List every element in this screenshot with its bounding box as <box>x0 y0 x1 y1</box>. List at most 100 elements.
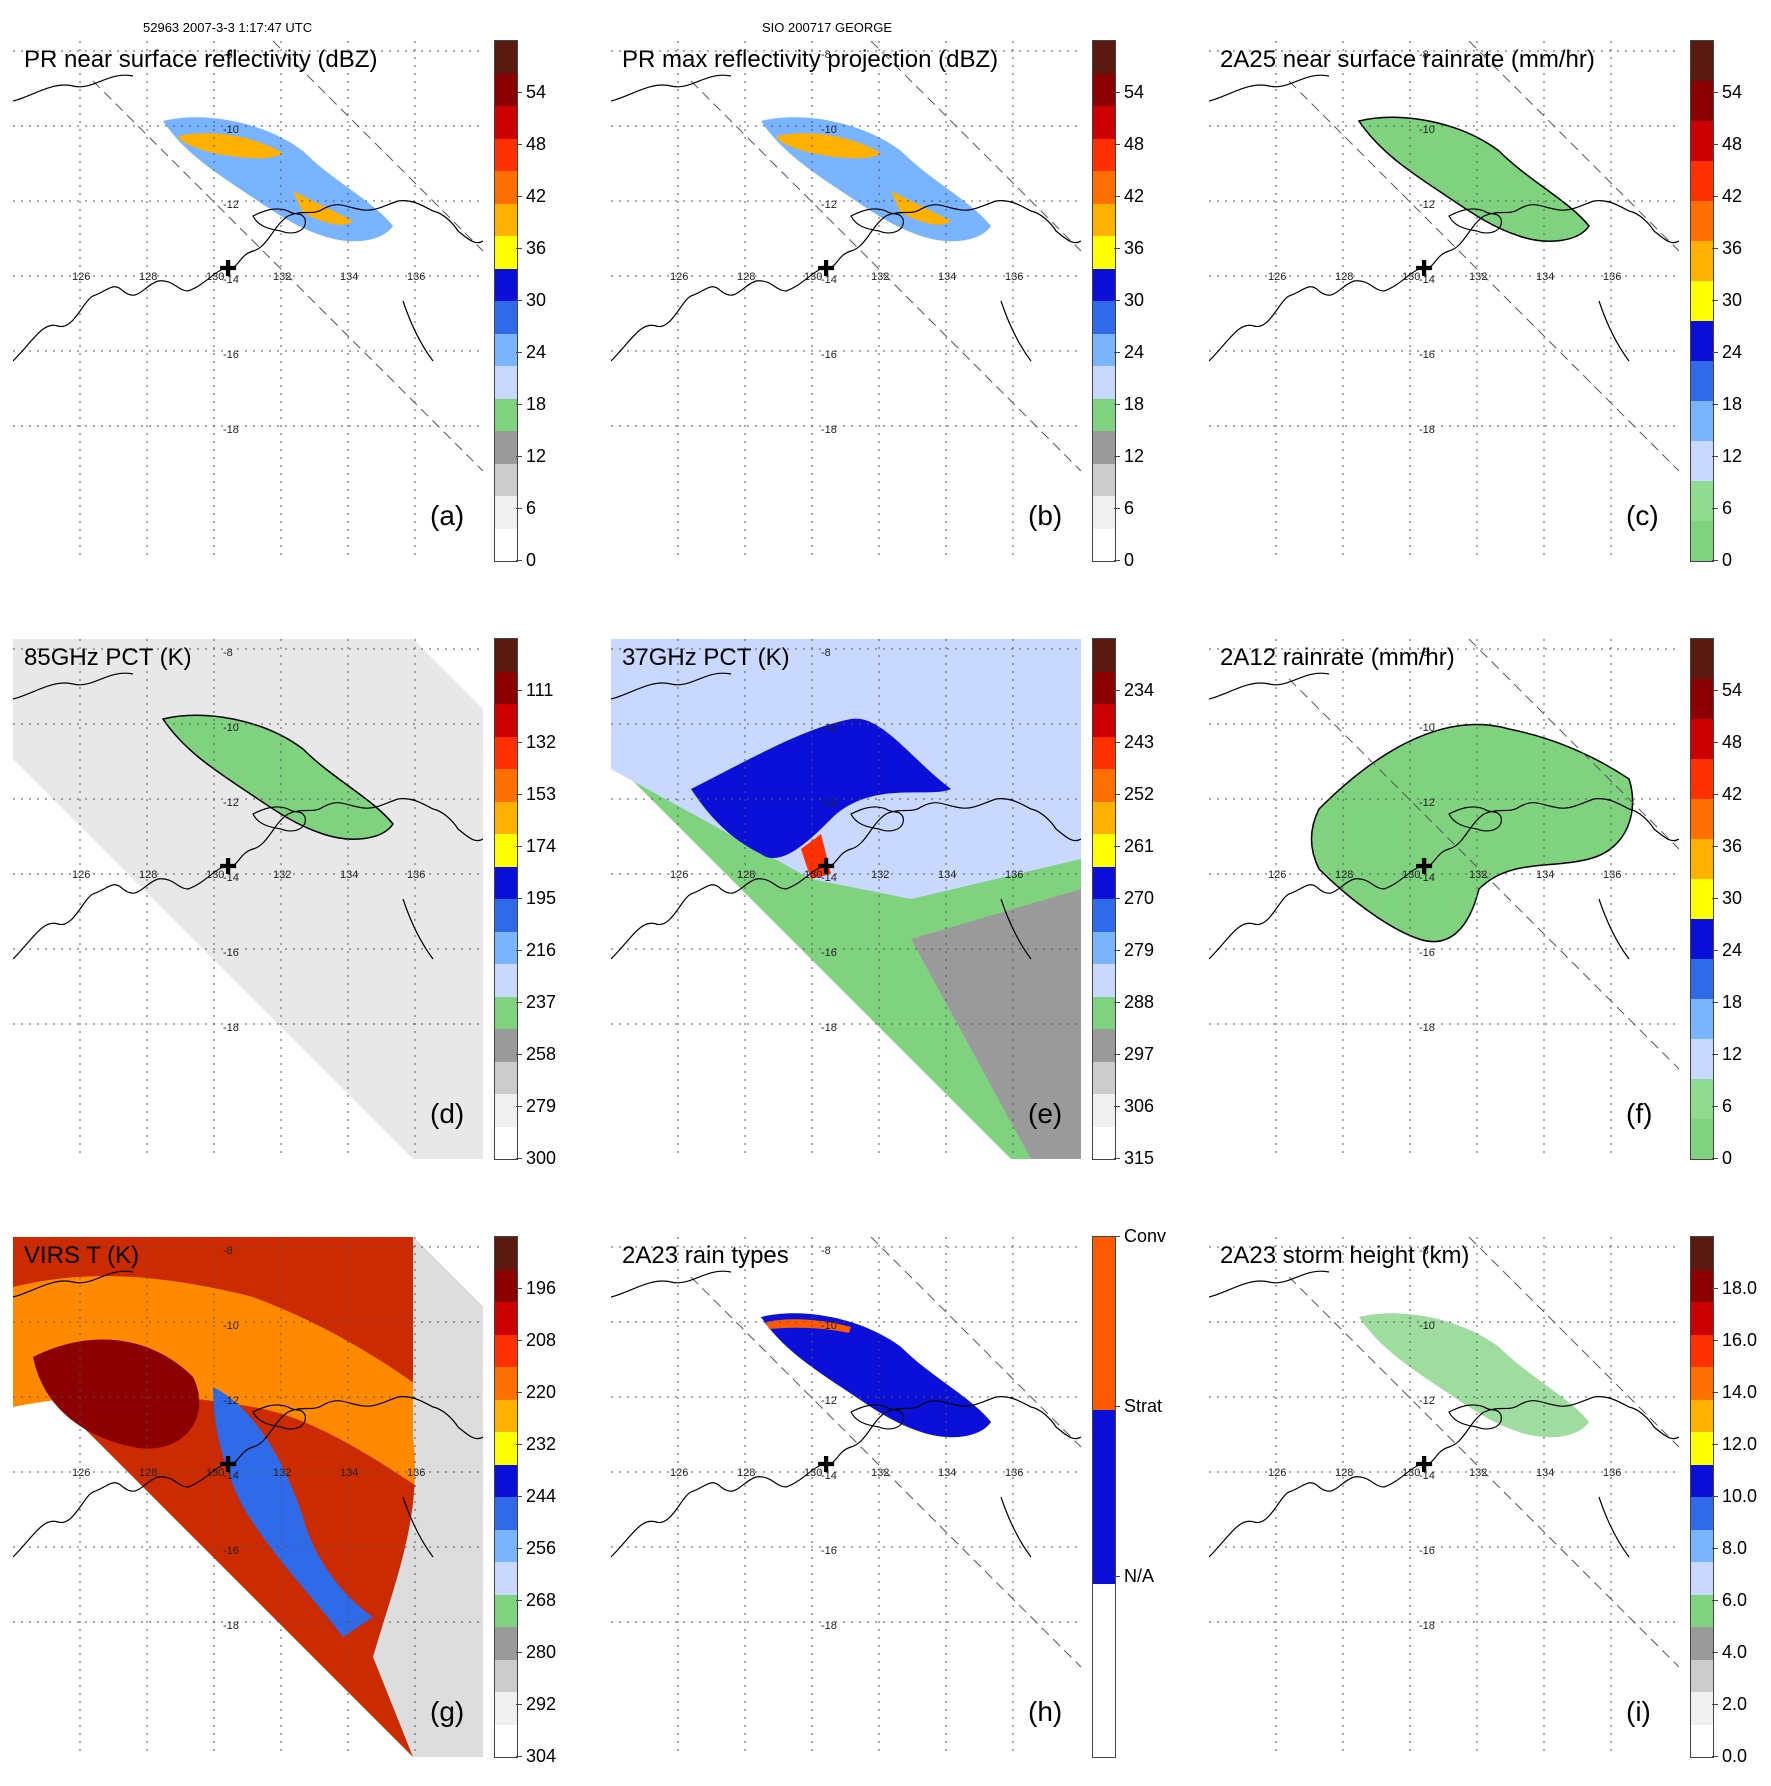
longitude-label: 132 <box>871 1467 890 1479</box>
panel-b: ✚ 126 128 130 132 134 136 -8 -10 -12 -14 -16 -18 PR m… <box>598 0 1198 590</box>
colorbar-tick-label: 12 <box>526 446 547 466</box>
colorbar-tick-label: 48 <box>1722 732 1743 752</box>
colorbar-tick <box>1114 950 1120 951</box>
panel-label: (g) <box>430 1696 465 1727</box>
longitude-label: 136 <box>407 869 426 881</box>
coastline <box>1448 1404 1502 1430</box>
colorbar-tick <box>1114 690 1120 691</box>
coastline <box>13 1396 483 1558</box>
latitude-label: -16 <box>223 1545 239 1557</box>
cold-band <box>691 718 951 859</box>
longitude-label: 132 <box>1469 271 1488 283</box>
colorbar-tick-label: 306 <box>1124 1096 1155 1116</box>
colorbar-tick-label: 280 <box>526 1642 557 1662</box>
colorbar-segment <box>1691 400 1713 441</box>
longitude-label: 134 <box>1536 1467 1555 1479</box>
colorbar <box>494 638 518 1160</box>
colorbar-tick <box>1712 1002 1718 1003</box>
panel-e: ✚ 126 128 130 132 134 136 -8 -10 -12 -14 -16 -18 37GH… <box>598 598 1198 1188</box>
latitude-label: -12 <box>1419 199 1435 211</box>
colorbar-tick <box>1712 1106 1718 1107</box>
colorbar-segment <box>495 1464 517 1497</box>
colorbar-tick <box>1712 898 1718 899</box>
colorbar-tick-label: 0 <box>1722 1148 1733 1168</box>
storm-center-icon: ✚ <box>1415 855 1433 880</box>
colorbar-tick-label: 244 <box>526 1486 557 1506</box>
colorbar-tick-label: 174 <box>526 836 557 856</box>
latitude-label: -14 <box>821 274 837 286</box>
map-svg: ✚ <box>1209 1237 1679 1757</box>
colorbar-segment <box>1691 520 1713 561</box>
longitude-label: 134 <box>1536 869 1555 881</box>
colorbar-tick-label: 12 <box>1722 446 1743 466</box>
colorbar-segment <box>1691 1366 1713 1400</box>
latitude-label: -12 <box>1419 1395 1435 1407</box>
colorbar-segment <box>495 1496 517 1530</box>
latitude-label: -10 <box>223 1320 239 1332</box>
swath-edge-line <box>1468 41 1679 252</box>
colorbar-segment <box>495 463 517 496</box>
colorbar-tick <box>516 1496 522 1497</box>
colorbar-segment <box>495 1366 517 1400</box>
latitude-label: -16 <box>1419 1545 1435 1557</box>
colorbar-tick-label: 6 <box>526 498 537 518</box>
colorbar-tick <box>1114 300 1120 301</box>
colorbar-segment <box>495 801 517 834</box>
colorbar-tick-label: 6 <box>1722 498 1733 518</box>
longitude-label: 130 <box>1402 1467 1421 1479</box>
panel-title: 2A25 near surface rainrate (mm/hr) <box>1220 46 1595 73</box>
map-area: ✚ 126 128 130 132 134 136 -8 -10 -12 -14 -16 -18 <box>1208 40 1680 562</box>
colorbar-tick <box>1712 300 1718 301</box>
colorbar-tick-label: 315 <box>1124 1148 1155 1168</box>
swath-edge-line <box>272 41 483 252</box>
colorbar-tick-label: 297 <box>1124 1044 1155 1064</box>
colorbar-segment <box>495 1093 517 1127</box>
longitude-label: 130 <box>206 869 225 881</box>
colorbar-segment <box>495 1399 517 1432</box>
map-area: ✚ 126 128 130 132 134 136 -8 -10 -12 -14 -16 -18 <box>610 40 1082 562</box>
colorbar <box>1092 638 1116 1160</box>
coastline <box>1448 208 1502 234</box>
storm-center-icon: ✚ <box>817 1453 835 1478</box>
colorbar-tick <box>1114 898 1120 899</box>
colorbar-tick <box>516 794 522 795</box>
longitude-label: 130 <box>1402 869 1421 881</box>
colorbar-tick-label: 54 <box>1722 82 1743 102</box>
coastline <box>611 1270 732 1298</box>
map-svg: ✚ <box>611 639 1081 1159</box>
longitude-label: 132 <box>1469 869 1488 881</box>
colorbar-tick-label: 30 <box>1124 290 1145 310</box>
storm-center-icon: ✚ <box>219 1453 237 1478</box>
colorbar-segment <box>495 768 517 802</box>
coastline <box>13 1270 134 1298</box>
colorbar-tick-label: 36 <box>526 238 547 258</box>
colorbar-tick <box>1712 456 1718 457</box>
colorbar-segment <box>495 170 517 204</box>
colorbar-tick <box>1712 690 1718 691</box>
map-svg: ✚ <box>611 41 1081 561</box>
colorbar-segment <box>1691 360 1713 401</box>
colorbar-segment <box>1093 138 1115 171</box>
colorbar-segment <box>495 833 517 867</box>
swath-edge-line <box>92 80 483 472</box>
colorbar <box>1690 638 1714 1160</box>
colorbar-segment <box>1691 1118 1713 1159</box>
colorbar-tick <box>1712 1340 1718 1341</box>
map-area: ✚ 126 128 130 132 134 136 -8 -10 -12 -14 -16 -18 <box>1208 638 1680 1160</box>
colorbar-tick <box>516 1106 522 1107</box>
longitude-label: 132 <box>871 869 890 881</box>
colorbar-tick-label: 6 <box>1124 498 1135 518</box>
colorbar-segment <box>1691 798 1713 839</box>
latitude-label: -18 <box>821 1022 837 1034</box>
colorbar-tick-label: 196 <box>526 1278 557 1298</box>
panel-c: ✚ 126 128 130 132 134 136 -8 -10 -12 -14 -16 -18 2A25… <box>1196 0 1771 590</box>
longitude-label: 136 <box>1603 1467 1622 1479</box>
map-area: ✚ 126 128 130 132 134 136 -8 -10 -12 -14 -16 -18 <box>12 40 484 562</box>
colorbar-tick <box>1712 742 1718 743</box>
colorbar-tick <box>1114 92 1120 93</box>
coastline <box>402 1496 434 1558</box>
longitude-label: 136 <box>1005 271 1024 283</box>
colorbar-segment <box>495 235 517 269</box>
colorbar-tick <box>516 1652 522 1653</box>
